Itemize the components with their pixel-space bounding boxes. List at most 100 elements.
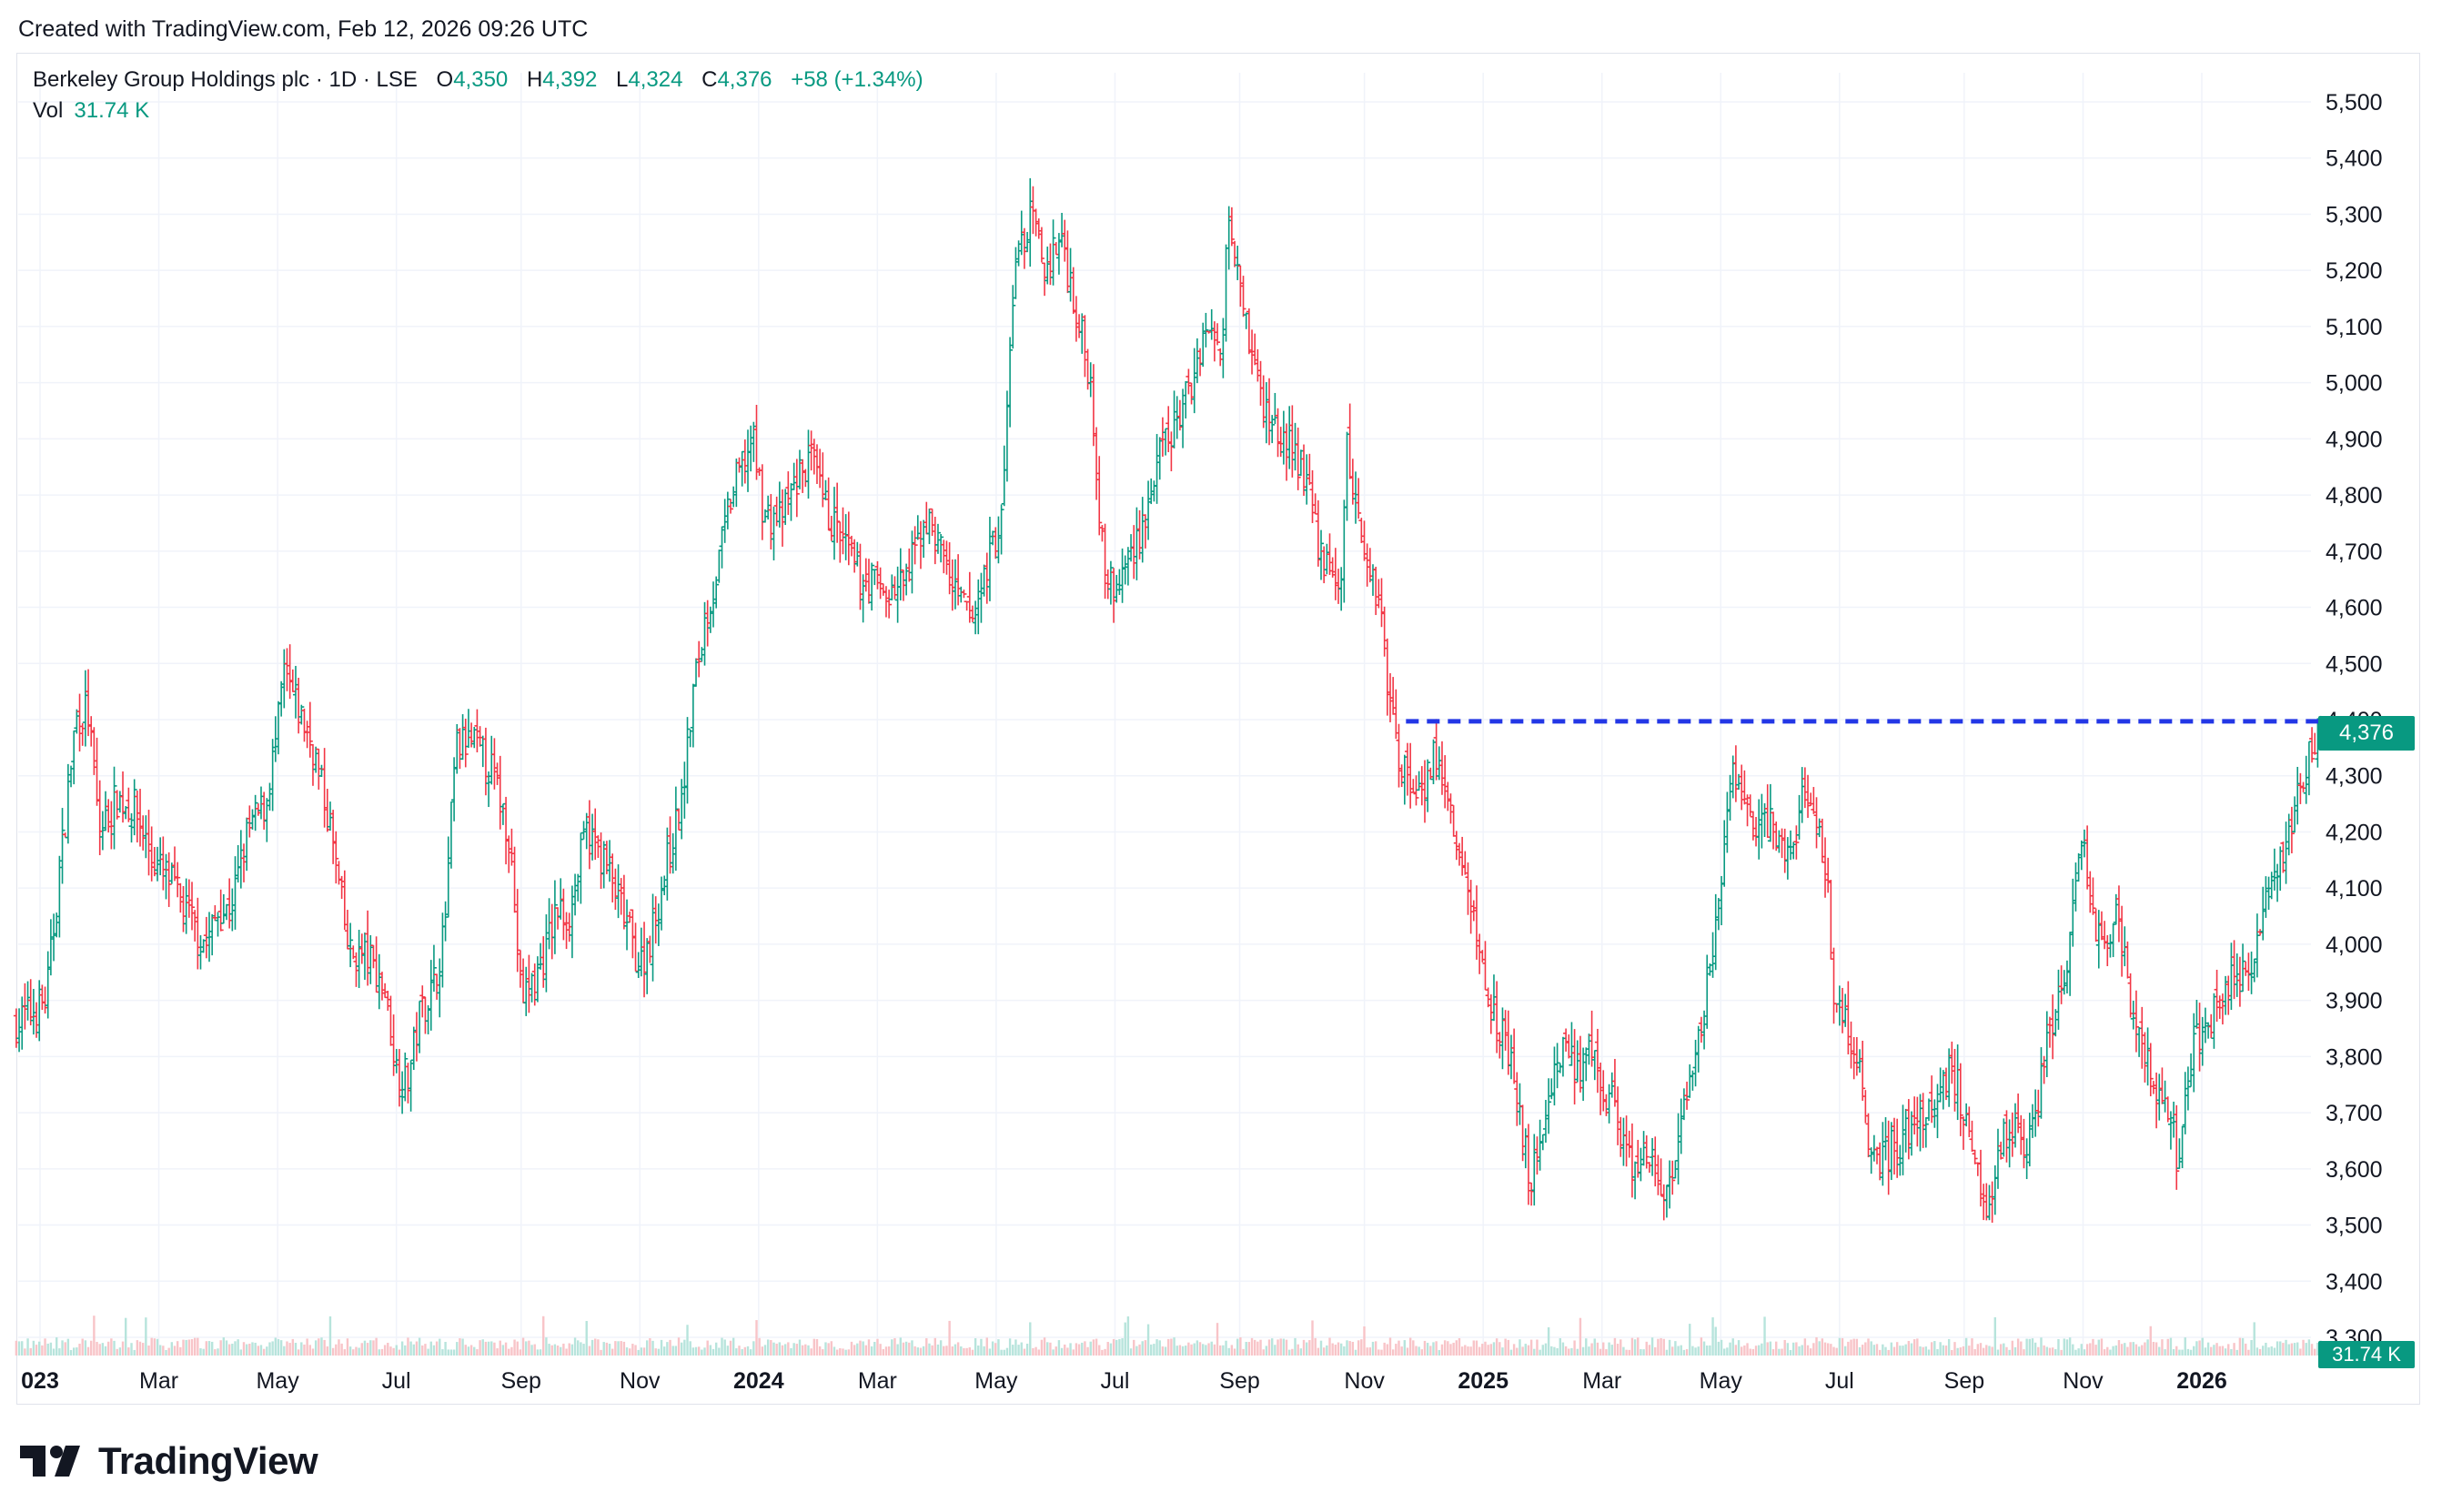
volume-bar	[1250, 1337, 1254, 1356]
candle	[1992, 1164, 1998, 1215]
volume-bar	[951, 1346, 954, 1356]
candle	[618, 878, 624, 915]
candle	[549, 903, 555, 960]
volume-bar	[1242, 1348, 1245, 1356]
volume-bar	[2302, 1339, 2305, 1356]
candle	[1912, 1096, 1918, 1134]
volume-bar	[1884, 1346, 1887, 1356]
candle	[353, 952, 359, 987]
volume-bar	[1847, 1341, 1850, 1356]
candle	[477, 726, 483, 747]
volume-bar	[435, 1341, 439, 1356]
candle	[131, 779, 137, 836]
volume-bar	[882, 1349, 885, 1356]
time-tick-label: 2026	[2176, 1368, 2227, 1394]
volume-bar	[439, 1338, 441, 1356]
candle	[471, 726, 478, 749]
candle	[217, 889, 224, 932]
volume-bar	[1593, 1338, 1596, 1356]
candle	[1750, 811, 1756, 841]
candle	[244, 817, 250, 872]
candle	[2064, 960, 2070, 994]
candle	[348, 922, 354, 968]
legend-open-label: O	[436, 67, 454, 92]
candle	[445, 836, 451, 918]
volume-bar	[1366, 1347, 1368, 1356]
price-tick-label: 4,800	[2326, 483, 2383, 509]
price-tick-label: 5,400	[2326, 146, 2383, 172]
volume-bar	[41, 1345, 44, 1356]
volume-bar	[1498, 1342, 1501, 1356]
volume-bar	[1783, 1339, 1786, 1356]
candle	[2124, 941, 2131, 979]
candle	[2001, 1118, 2007, 1157]
volume-bar	[945, 1346, 948, 1356]
volume-bar	[1769, 1341, 1772, 1356]
volume-bar	[752, 1341, 755, 1356]
volume-bar	[2218, 1346, 2221, 1356]
candle	[632, 922, 639, 973]
candle	[1571, 1029, 1578, 1105]
candle	[2191, 1013, 2197, 1093]
volume-bar	[1890, 1342, 1893, 1356]
volume-bar	[590, 1339, 594, 1356]
volume-bar	[2103, 1349, 2106, 1356]
chart-frame[interactable]	[16, 53, 2420, 1405]
candle	[2021, 1118, 2027, 1169]
volume-bar	[46, 1343, 49, 1356]
volume-bar	[288, 1343, 291, 1356]
volume-bar	[2154, 1342, 2158, 1356]
volume-bar	[1751, 1348, 1755, 1356]
candle	[2095, 910, 2102, 969]
volume-bar	[1899, 1346, 1902, 1356]
tradingview-logo[interactable]: TradingView	[20, 1439, 318, 1483]
candle	[1490, 974, 1497, 1022]
volume-bar	[859, 1340, 862, 1356]
candle	[1269, 415, 1276, 444]
volume-bar	[1408, 1337, 1412, 1356]
candle	[511, 846, 518, 913]
candle	[1459, 836, 1466, 876]
volume-bar	[634, 1345, 637, 1356]
volume-bar	[1034, 1346, 1037, 1356]
time-tick-label: 2024	[733, 1368, 784, 1394]
candle	[1065, 230, 1071, 294]
candle	[1710, 932, 1716, 978]
candle	[2127, 973, 2134, 1018]
candle	[1808, 792, 1814, 806]
candle	[848, 535, 854, 557]
volume-bar	[1637, 1337, 1640, 1356]
volume-bar	[1689, 1324, 1691, 1356]
candle	[1384, 638, 1390, 716]
volume-bar	[69, 1349, 73, 1356]
volume-bar	[383, 1345, 387, 1356]
volume-bar	[548, 1344, 550, 1356]
volume-bar	[1927, 1349, 1931, 1356]
volume-bar	[2051, 1347, 2054, 1356]
candle	[681, 761, 688, 819]
volume-bar	[2120, 1344, 2124, 1356]
volume-value: 31.74 K	[74, 98, 150, 123]
volume-bar	[78, 1344, 81, 1356]
created-with-text: Created with TradingView.com, Feb 12, 20…	[18, 16, 589, 42]
volume-bar	[283, 1346, 286, 1356]
volume-bar	[44, 1338, 46, 1356]
candle	[2003, 1110, 2010, 1163]
candle	[701, 601, 708, 666]
candle	[1266, 378, 1273, 446]
volume-bar	[1222, 1345, 1225, 1356]
candle	[1542, 1100, 1549, 1144]
candle	[917, 520, 923, 570]
volume-bar	[1657, 1338, 1660, 1356]
time-axis[interactable]: 023 Mar May Jul Sep Nov 2024 Mar May Jul Sep Nov 202…	[21, 1368, 2227, 1394]
volume-bar	[631, 1344, 634, 1356]
volume-bar	[98, 1344, 101, 1356]
volume-bar	[1731, 1338, 1734, 1356]
volume-bar	[1337, 1342, 1340, 1356]
price-axis[interactable]: 5,500 5,400 5,300 5,200 5,100 5,000 4,900 4,800…	[2326, 90, 2383, 1351]
time-tick-label: Jul	[382, 1368, 411, 1394]
candle	[1070, 267, 1076, 315]
volume-bar	[1398, 1340, 1400, 1356]
candle	[1004, 390, 1010, 482]
